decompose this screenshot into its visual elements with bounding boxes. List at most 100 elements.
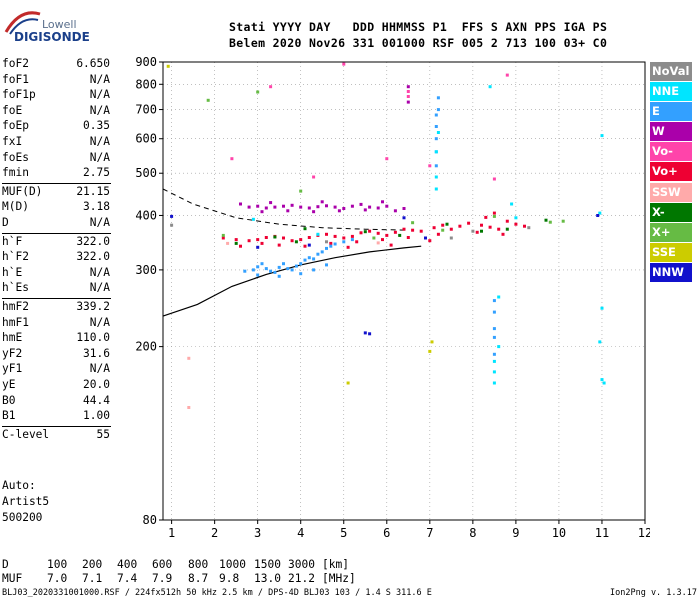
echo-point: [385, 204, 389, 208]
param-value: N/A: [89, 315, 110, 329]
echo-point: [372, 236, 376, 240]
echo-point: [434, 113, 438, 117]
echo-point: [514, 216, 518, 220]
footer-file-info: BLJ03_2020331001000.RSF / 224fx512h 50 k…: [2, 588, 432, 598]
echo-point: [492, 381, 496, 385]
echo-point: [488, 225, 492, 229]
echo-point: [363, 331, 367, 335]
echo-point: [355, 240, 359, 244]
x-tick-label: 11: [595, 526, 609, 540]
echo-point: [561, 219, 565, 223]
logo-arc-icon: [4, 11, 41, 35]
echo-point: [303, 258, 307, 262]
echo-point: [346, 381, 350, 385]
echo-point: [514, 222, 518, 226]
echo-point: [290, 203, 294, 207]
echo-point: [376, 241, 380, 245]
echo-point: [600, 134, 604, 138]
param-row: fxI N/A: [2, 135, 110, 151]
param-value: 20.0: [83, 378, 110, 391]
echo-point: [492, 310, 496, 314]
lower-profile-curve: [162, 245, 422, 317]
echo-point: [307, 243, 311, 247]
echo-point: [187, 356, 191, 360]
echo-point: [368, 205, 372, 209]
param-value: N/A: [89, 216, 110, 229]
bottom-row-value: 9.8: [219, 572, 240, 585]
bottom-row-value: 8.7: [188, 572, 209, 585]
echo-point: [307, 236, 311, 239]
echo-point: [406, 100, 410, 104]
ionogram-chart: 1 2 3 4 5 6 7 8 9 10 11 12 802003004005006007008009…: [135, 55, 650, 540]
bottom-row-value: 600: [152, 558, 173, 571]
echo-point: [428, 239, 432, 243]
param-row: hmF1 N/A: [2, 316, 110, 332]
param-row: C-level 55: [2, 428, 110, 444]
param-row: MUF(D) 21.15: [2, 185, 110, 201]
echo-point: [290, 268, 294, 272]
param-value: 6.650: [76, 57, 110, 70]
echo-point: [166, 64, 170, 68]
param-value: N/A: [89, 88, 110, 102]
param-row: yE 20.0: [2, 378, 110, 394]
echo-point: [312, 210, 316, 214]
echo-point: [436, 96, 440, 100]
legend-item: Vo-: [650, 142, 692, 162]
echo-point: [307, 206, 311, 210]
echo-point: [260, 262, 264, 266]
echo-point: [510, 202, 514, 206]
autoscaling-block: Auto: Artist5 500200: [2, 478, 49, 526]
echo-point: [312, 257, 316, 261]
echo-point: [299, 262, 303, 266]
echo-point: [492, 299, 496, 303]
echo-point: [286, 209, 290, 213]
echo-point: [434, 164, 438, 168]
echo-point: [303, 244, 307, 248]
legend-item: E: [650, 102, 692, 122]
param-label: C-level: [2, 427, 50, 441]
param-label: h`F: [2, 234, 23, 248]
bottom-row-unit: [km]: [322, 558, 349, 571]
param-value: 21.15: [76, 184, 110, 198]
echo-point: [598, 340, 602, 344]
echo-point: [376, 231, 380, 235]
param-label: foF1: [2, 72, 29, 86]
param-row: h`E N/A: [2, 266, 110, 282]
x-tick-label: 4: [297, 526, 304, 540]
param-row: h`F 322.0: [2, 235, 110, 251]
y-tick-label: 500: [135, 166, 157, 180]
bottom-row-value: 7.0: [47, 572, 68, 585]
y-tick-label: 200: [135, 340, 157, 354]
legend-item: X+: [650, 222, 692, 242]
echo-point: [398, 233, 402, 237]
x-tick-label: 6: [383, 526, 390, 540]
echo-point: [488, 85, 492, 89]
echo-point: [269, 201, 273, 205]
echo-point: [312, 268, 316, 272]
param-row: hmF2 339.2: [2, 300, 110, 316]
echo-point: [602, 381, 606, 385]
y-tick-label: 600: [135, 132, 157, 146]
echo-point: [363, 230, 367, 234]
echo-point: [484, 215, 488, 219]
echo-point: [436, 232, 440, 236]
echo-point: [239, 244, 242, 248]
x-tick-label: 10: [552, 526, 566, 540]
chart-grid: [163, 61, 646, 521]
echo-point: [286, 267, 290, 271]
legend-item: X-: [650, 202, 692, 222]
echo-point: [307, 256, 311, 260]
echo-point: [346, 245, 350, 249]
param-row: yF1 N/A: [2, 362, 110, 378]
param-value: N/A: [89, 362, 110, 376]
x-tick-label: 2: [211, 526, 218, 540]
echo-point: [406, 95, 410, 98]
param-label: hmE: [2, 331, 23, 345]
echo-point: [333, 234, 337, 238]
x-tick-label: 9: [512, 526, 519, 540]
param-label: fxI: [2, 135, 23, 148]
param-value: 0.35: [83, 119, 110, 133]
echo-point: [434, 150, 438, 154]
echo-point: [501, 232, 505, 236]
param-label: foF2: [2, 57, 29, 70]
